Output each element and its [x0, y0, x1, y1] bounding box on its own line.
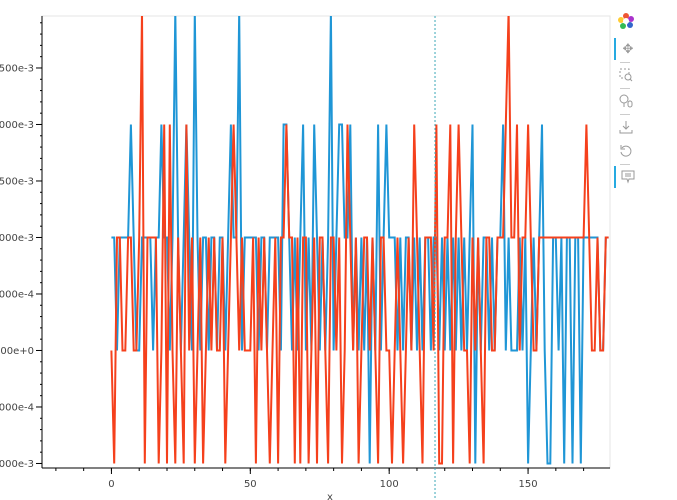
pan-tool-icon[interactable]: ✥	[614, 38, 640, 60]
y-tick-label: 1.000e-3	[0, 233, 34, 244]
y-tick-label: -1.000e-3	[0, 459, 34, 470]
wheel-zoom-tool-icon[interactable]	[614, 90, 638, 112]
reset-tool-icon[interactable]	[614, 140, 638, 162]
y-tick-label: 1.500e-3	[0, 176, 34, 187]
hover-tool-icon[interactable]	[614, 166, 640, 188]
series-line-blue	[111, 16, 609, 465]
toolbar-divider	[620, 164, 630, 165]
save-tool-icon[interactable]	[614, 116, 638, 138]
y-tick-label: 2.000e-3	[0, 120, 34, 131]
x-axis-label: x	[327, 492, 333, 500]
toolbar-divider	[620, 62, 630, 63]
y-tick-label: 2.500e-3	[0, 63, 34, 74]
y-tick-label: -5.000e-4	[0, 402, 34, 413]
x-tick-label: 100	[380, 479, 399, 490]
series-lines	[110, 16, 609, 465]
y-tick-label: 0.000e+0	[0, 346, 34, 357]
x-tick-label: 50	[244, 479, 257, 490]
y-tick-label: 5.000e-4	[0, 289, 34, 300]
bokeh-logo-icon[interactable]	[614, 10, 638, 32]
x-axis: 0 50 100 150	[42, 467, 610, 490]
toolbar-divider	[620, 88, 630, 89]
x-tick-label: 150	[519, 479, 538, 490]
x-tick-label: 0	[108, 479, 114, 490]
box-zoom-tool-icon[interactable]	[614, 64, 638, 86]
toolbar-divider	[620, 114, 630, 115]
series-line-red	[110, 16, 609, 465]
y-axis: -1.000e-3 -5.000e-4 0.000e+0 5.000e-4 1.000e…	[0, 16, 43, 470]
